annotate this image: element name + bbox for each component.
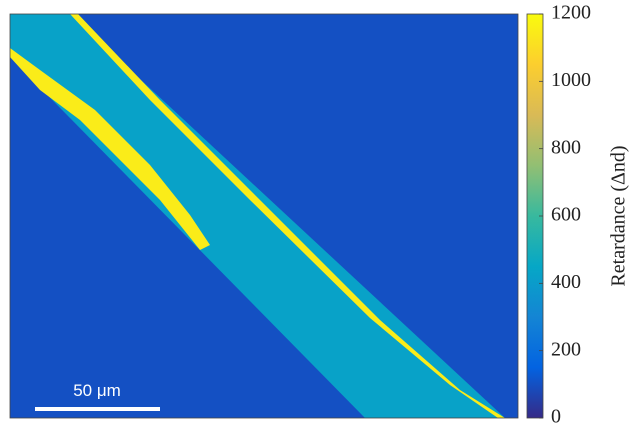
scale-bar-label: 50 μm [73,381,121,400]
colorbar-tick-label: 1000 [551,69,591,91]
colorbar-tick-label: 600 [551,204,581,226]
colorbar-tick-label: 400 [551,271,581,293]
chart: 50 μm Retardance (Δnd) 0 200 400 600 800 1000… [0,0,636,432]
image [10,14,518,418]
colorbar-tick-label: 1200 [551,2,591,24]
colorbar-tick-label: 0 [551,406,561,428]
colorbar-tick-label: 800 [551,136,581,158]
colorbar-tick-label: 200 [551,338,581,360]
colorbar-label: Retardance (Δnd) [608,145,630,286]
